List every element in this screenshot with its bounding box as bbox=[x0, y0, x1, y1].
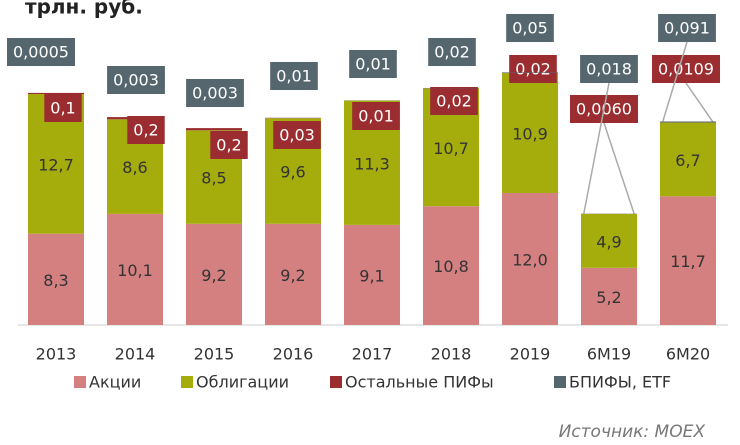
data-label: 9,6 bbox=[280, 163, 305, 182]
callout bbox=[107, 66, 165, 94]
bar-segment bbox=[28, 92, 84, 94]
data-label: 0,1 bbox=[50, 99, 75, 118]
data-label: 0,003 bbox=[192, 84, 238, 103]
x-tick-label: 2017 bbox=[352, 345, 393, 364]
callout bbox=[186, 79, 244, 107]
callout bbox=[430, 87, 478, 115]
legend-label: Акции bbox=[89, 373, 141, 392]
x-tick-label: 2016 bbox=[273, 345, 314, 364]
legend-label: Облигации bbox=[196, 373, 289, 392]
callout bbox=[428, 38, 476, 66]
leader-line bbox=[685, 82, 714, 123]
callout bbox=[270, 62, 318, 90]
data-label: 0,02 bbox=[434, 43, 470, 62]
data-label: 4,9 bbox=[596, 232, 621, 251]
bar-segment bbox=[502, 72, 558, 73]
legend-swatch bbox=[330, 376, 342, 388]
data-label: 0,05 bbox=[512, 19, 548, 38]
callout bbox=[7, 38, 75, 66]
x-tick-label: 2019 bbox=[510, 345, 551, 364]
data-label: 0,01 bbox=[276, 67, 312, 86]
data-label: 0,02 bbox=[515, 60, 551, 79]
data-label: 0,02 bbox=[436, 92, 472, 111]
data-label: 0,0109 bbox=[658, 60, 714, 79]
data-label: 0,01 bbox=[358, 107, 394, 126]
legend-swatch bbox=[554, 376, 566, 388]
data-label: 0,03 bbox=[279, 126, 315, 145]
data-label: 9,2 bbox=[280, 266, 305, 285]
bar-segment bbox=[423, 206, 479, 325]
data-label: 0,0005 bbox=[13, 43, 69, 62]
bar-segment bbox=[581, 213, 637, 268]
legend-swatch bbox=[74, 376, 86, 388]
data-label: 0,091 bbox=[664, 19, 710, 38]
data-label: 11,3 bbox=[354, 154, 390, 173]
bar-segment bbox=[660, 121, 716, 123]
bar-segment bbox=[28, 233, 84, 325]
callout bbox=[509, 55, 557, 83]
bar-segment bbox=[502, 193, 558, 325]
callout bbox=[652, 55, 720, 83]
chart-title: трлн. руб. bbox=[25, 0, 143, 19]
x-tick-label: 6M19 bbox=[587, 345, 631, 364]
bar-segment bbox=[660, 122, 716, 197]
x-tick-label: 2014 bbox=[115, 345, 156, 364]
callout bbox=[127, 116, 165, 144]
data-label: 0,01 bbox=[355, 55, 391, 74]
callout bbox=[210, 131, 248, 159]
callout bbox=[580, 55, 638, 83]
leader-line bbox=[662, 41, 688, 122]
callout bbox=[273, 121, 321, 149]
bar-segment bbox=[502, 73, 558, 193]
bar-segment bbox=[186, 128, 242, 131]
leader-line bbox=[583, 82, 610, 214]
bar-segment bbox=[265, 223, 321, 325]
x-tick-label: 2015 bbox=[194, 345, 235, 364]
legend-swatch bbox=[181, 376, 193, 388]
x-tick-label: 2018 bbox=[431, 345, 472, 364]
data-label: 6,7 bbox=[675, 151, 700, 170]
x-tick-label: 2013 bbox=[36, 345, 77, 364]
legend-label: БПИФЫ, ETF bbox=[569, 373, 671, 392]
callout bbox=[658, 14, 716, 42]
leader-line bbox=[603, 122, 635, 215]
data-label: 10,8 bbox=[433, 257, 469, 276]
legend-label: Остальные ПИФы bbox=[345, 373, 494, 392]
bar-segment bbox=[107, 213, 163, 325]
data-label: 9,2 bbox=[201, 266, 226, 285]
data-label: 0,003 bbox=[113, 71, 159, 90]
data-label: 0,2 bbox=[216, 136, 241, 155]
bar-segment bbox=[660, 196, 716, 325]
callout bbox=[352, 102, 400, 130]
data-label: 9,1 bbox=[359, 266, 384, 285]
data-label: 0,2 bbox=[133, 121, 158, 140]
data-label: 8,5 bbox=[201, 169, 226, 188]
data-label: 5,2 bbox=[596, 288, 621, 307]
data-label: 12,7 bbox=[38, 155, 74, 174]
data-label: 8,6 bbox=[122, 158, 147, 177]
data-label: 10,9 bbox=[512, 125, 548, 144]
data-label: 8,3 bbox=[43, 271, 68, 290]
data-label: 0,018 bbox=[586, 60, 632, 79]
bar-segment bbox=[581, 267, 637, 325]
source: Источник: MOEX bbox=[559, 422, 706, 442]
callout bbox=[506, 14, 554, 42]
callout bbox=[44, 94, 82, 122]
data-label: 10,7 bbox=[433, 139, 469, 158]
x-tick-label: 6M20 bbox=[666, 345, 710, 364]
bar-segment bbox=[186, 223, 242, 325]
callout bbox=[349, 50, 397, 78]
data-label: 11,7 bbox=[670, 252, 706, 271]
data-label: 10,1 bbox=[117, 261, 153, 280]
data-label: 12,0 bbox=[512, 251, 548, 270]
bar-segment bbox=[344, 224, 400, 325]
